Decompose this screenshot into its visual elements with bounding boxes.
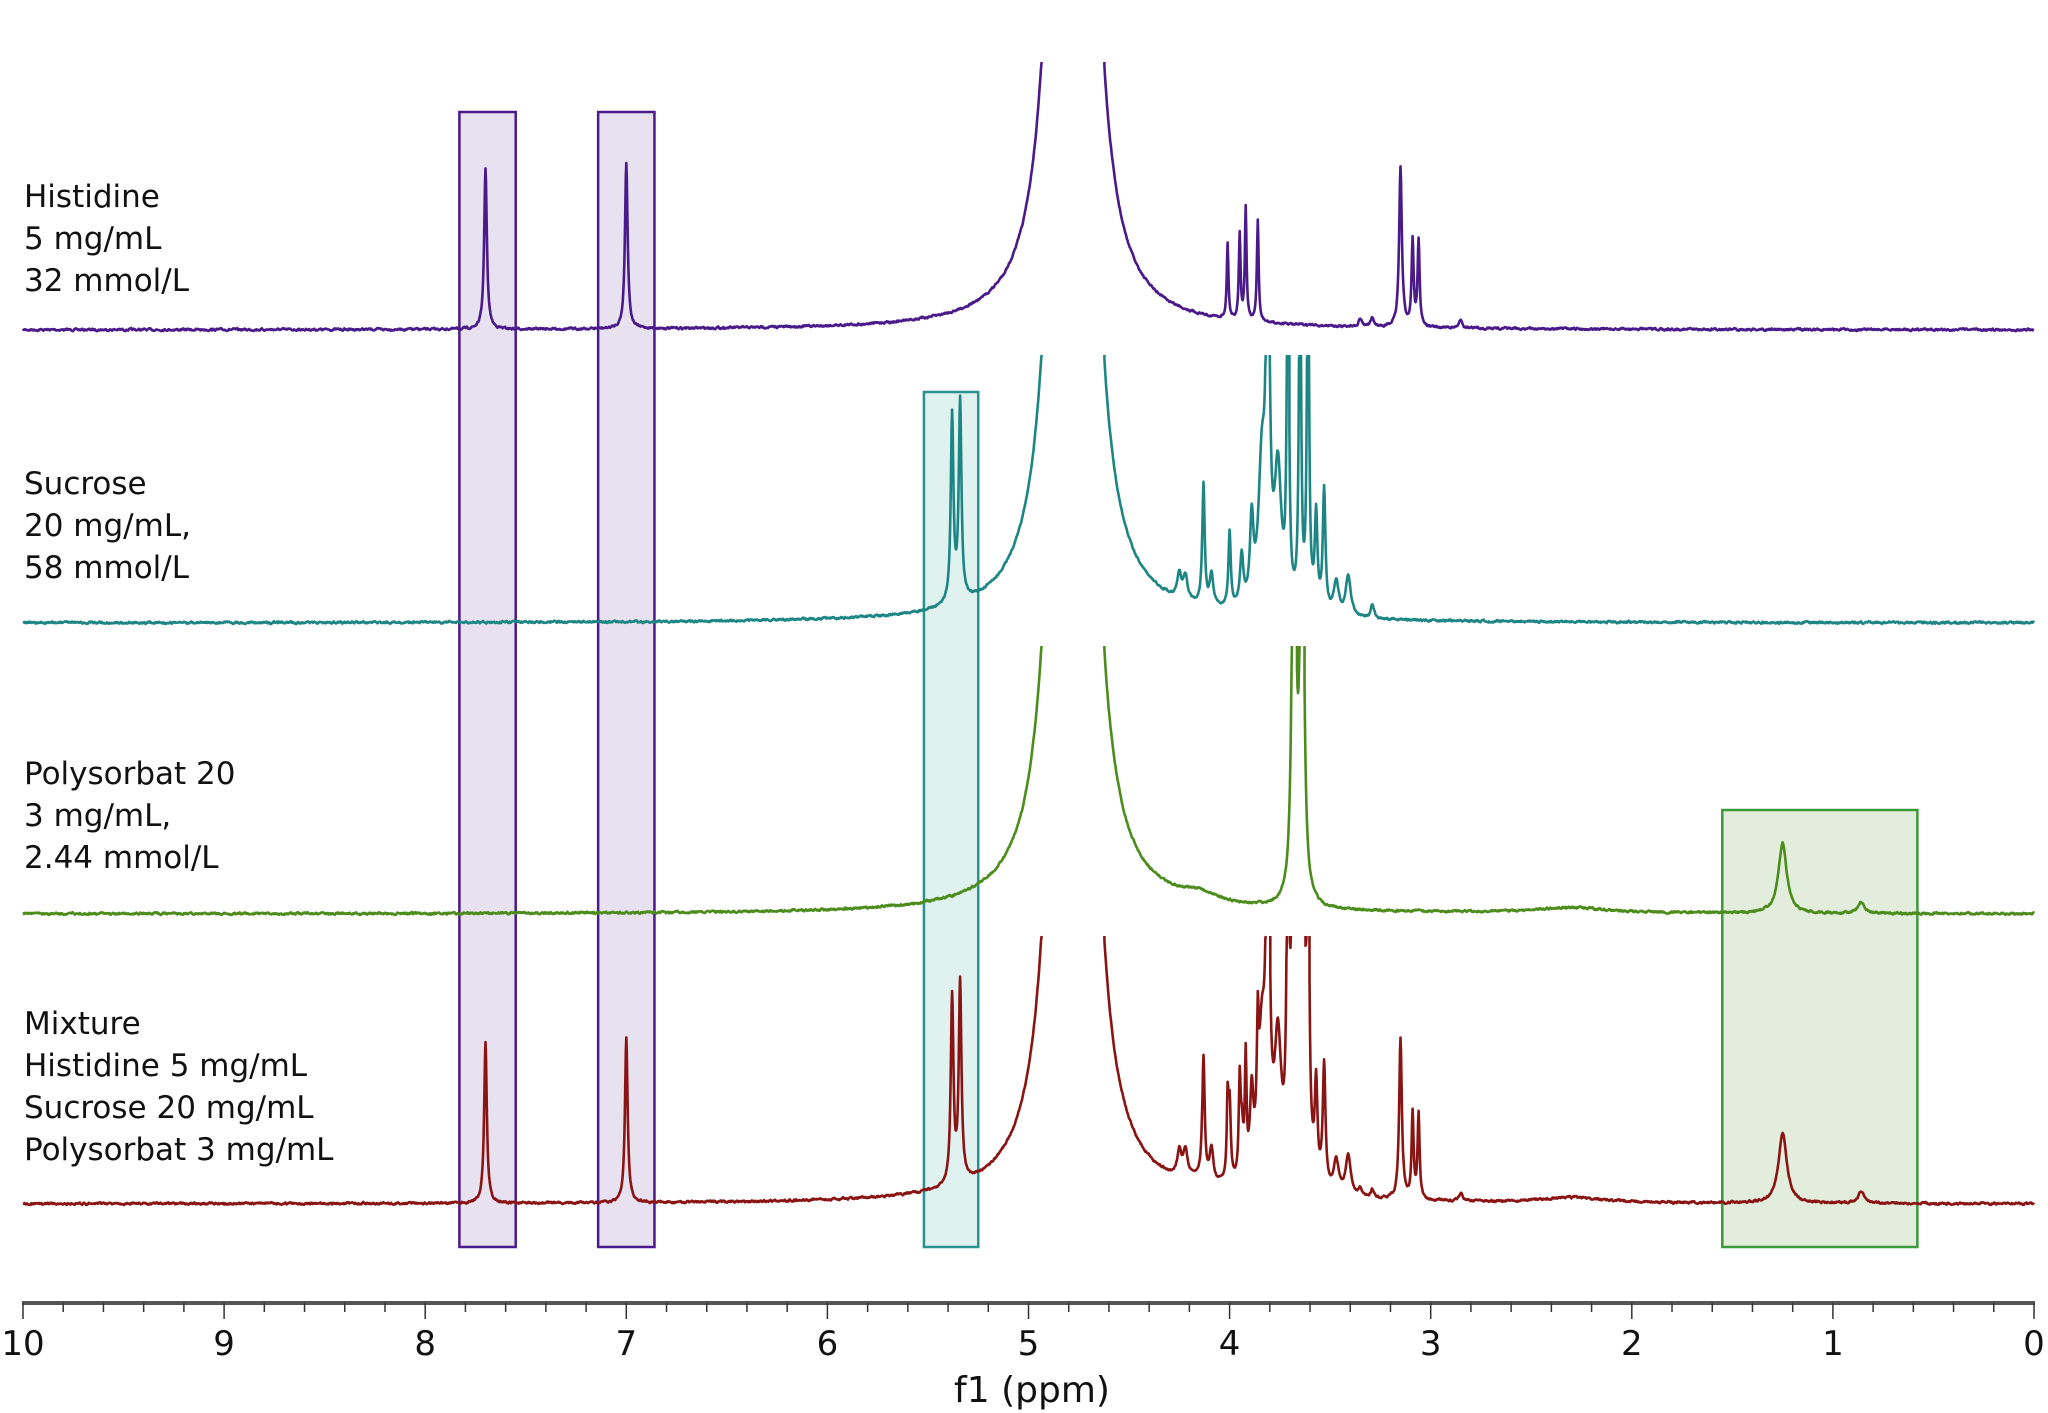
series-label-line: Histidine 5 mg/mL <box>24 1048 308 1084</box>
spectrum-line-1 <box>22 354 2036 626</box>
series-label-line: 20 mg/mL, <box>24 508 191 544</box>
highlight-regions <box>458 110 1919 1249</box>
x-axis: 10 9 8 7 6 5 4 3 2 1 0 <box>1 1301 2045 1364</box>
x-tick-label: 3 <box>1420 1324 1442 1364</box>
series-label-line: 32 mmol/L <box>24 263 190 299</box>
x-tick-label: 7 <box>615 1324 637 1364</box>
series-label-line: 3 mg/mL, <box>24 798 171 834</box>
highlight-region-0 <box>458 110 517 1249</box>
spectrum-line-2 <box>22 645 2036 917</box>
x-tick-label: 8 <box>414 1324 436 1364</box>
x-tick-label: 10 <box>1 1324 44 1364</box>
series-label-line: 58 mmol/L <box>24 550 190 586</box>
series-label-line: Polysorbat 20 <box>24 756 236 792</box>
x-tick-label: 6 <box>817 1324 839 1364</box>
series-label-line: Sucrose <box>24 466 147 502</box>
x-tick-label: 5 <box>1018 1324 1040 1364</box>
series-labels: Histidine 5 mg/mL 32 mmol/L Sucrose 20 mg/mL… <box>24 179 334 1168</box>
series-label-line: 5 mg/mL <box>24 221 162 257</box>
series-label-line: Polysorbat 3 mg/mL <box>24 1132 334 1168</box>
spectrum-line-3 <box>22 935 2036 1207</box>
x-tick-label: 4 <box>1219 1324 1241 1364</box>
x-tick-label: 0 <box>2023 1324 2045 1364</box>
x-axis-label: f1 (ppm) <box>954 1370 1110 1411</box>
highlight-region-3 <box>1721 808 1919 1249</box>
x-tick-label: 9 <box>213 1324 235 1364</box>
spectra <box>21 61 2036 1207</box>
series-label-line: Histidine <box>24 179 160 215</box>
series-label-line: Mixture <box>24 1006 141 1042</box>
series-label-line: Sucrose 20 mg/mL <box>24 1090 314 1126</box>
series-label-line: 2.44 mmol/L <box>24 840 219 876</box>
spectrum-line-0 <box>21 61 2035 333</box>
x-tick-label: 1 <box>1822 1324 1844 1364</box>
x-tick-label: 2 <box>1621 1324 1643 1364</box>
